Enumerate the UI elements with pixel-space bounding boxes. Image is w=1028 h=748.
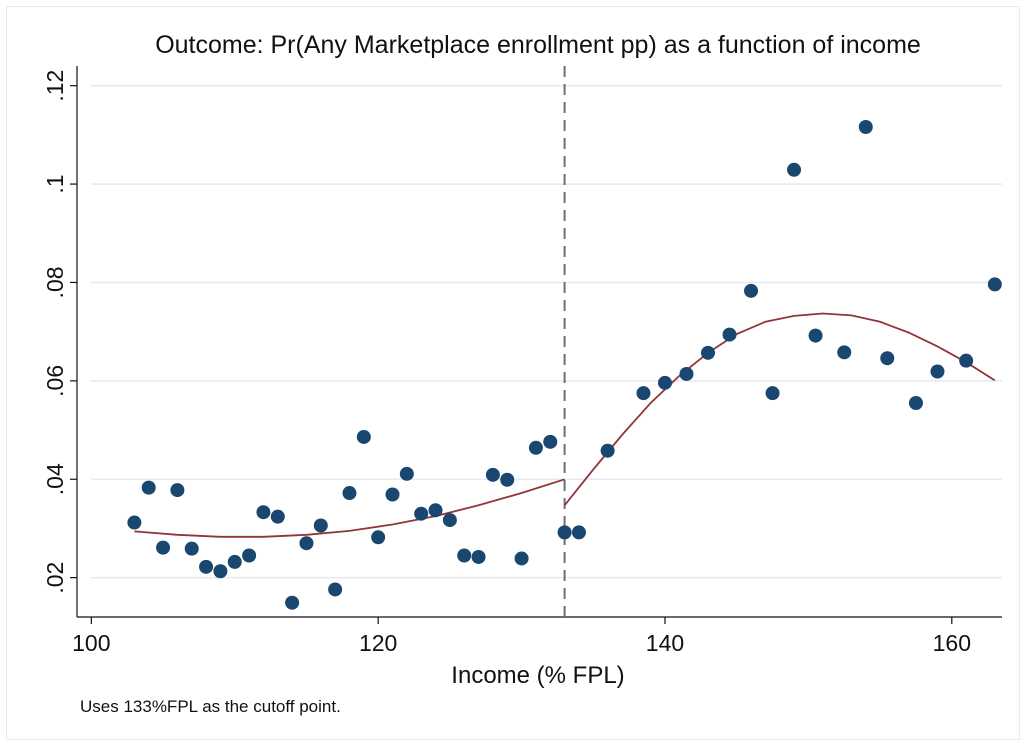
data-point [285, 595, 300, 610]
data-point [701, 345, 716, 360]
data-point [722, 327, 737, 342]
data-point [299, 536, 314, 551]
data-point [557, 525, 572, 540]
data-point [500, 472, 515, 487]
data-point [356, 429, 371, 444]
data-point [880, 351, 895, 366]
chart-note: Uses 133%FPL as the cutoff point. [80, 697, 341, 716]
grid-lines [91, 84, 1002, 579]
data-point [371, 530, 386, 545]
data-point [808, 328, 823, 343]
data-point [908, 395, 923, 410]
data-point [385, 487, 400, 502]
data-point [787, 162, 802, 177]
x-tick-label: 160 [933, 630, 971, 656]
axes: .02 .04 .06 .08 .1 .12 100 120 140 160 [42, 66, 1002, 656]
data-point [242, 548, 257, 563]
data-point [141, 480, 156, 495]
data-point [657, 375, 672, 390]
data-point [930, 364, 945, 379]
y-tick-label: .04 [42, 463, 68, 495]
data-point [514, 551, 529, 566]
chart-title: Outcome: Pr(Any Marketplace enrollment p… [155, 31, 921, 59]
data-point [184, 541, 199, 556]
data-points [127, 120, 1002, 610]
data-point [442, 513, 457, 528]
data-point [744, 283, 759, 298]
data-point [600, 443, 615, 458]
data-point [399, 466, 414, 481]
data-point [127, 515, 142, 530]
fit-line-left [134, 478, 565, 538]
y-tick-label: .08 [42, 266, 68, 298]
x-axis-label: Income (% FPL) [451, 662, 624, 689]
data-point [679, 366, 694, 381]
data-point [170, 483, 185, 498]
data-point [485, 467, 500, 482]
data-point [328, 582, 343, 597]
data-point [543, 434, 558, 449]
y-tick-label: .06 [42, 365, 68, 397]
data-point [428, 503, 443, 518]
data-point [213, 564, 228, 579]
x-tick-label: 120 [359, 630, 397, 656]
data-point [858, 120, 873, 135]
y-tick-label: .1 [42, 174, 68, 193]
data-point [199, 559, 214, 574]
y-tick-label: .12 [42, 70, 68, 102]
data-point [156, 540, 171, 555]
x-tick-label: 100 [72, 630, 110, 656]
data-point [256, 505, 271, 520]
data-point [313, 518, 328, 533]
fit-line-right [563, 312, 996, 506]
data-point [471, 549, 486, 564]
chart-frame [6, 6, 1020, 740]
y-tick-label: .02 [42, 562, 68, 594]
data-point [765, 386, 780, 401]
data-point [227, 554, 242, 569]
data-point [528, 440, 543, 455]
data-point [414, 506, 429, 521]
fit-lines [134, 66, 996, 617]
data-point [987, 277, 1002, 292]
data-point [571, 525, 586, 540]
data-point [342, 486, 357, 501]
data-point [457, 548, 472, 563]
data-point [959, 353, 974, 368]
data-point [837, 345, 852, 360]
data-point [636, 386, 651, 401]
data-point [270, 509, 285, 524]
x-tick-label: 140 [646, 630, 684, 656]
